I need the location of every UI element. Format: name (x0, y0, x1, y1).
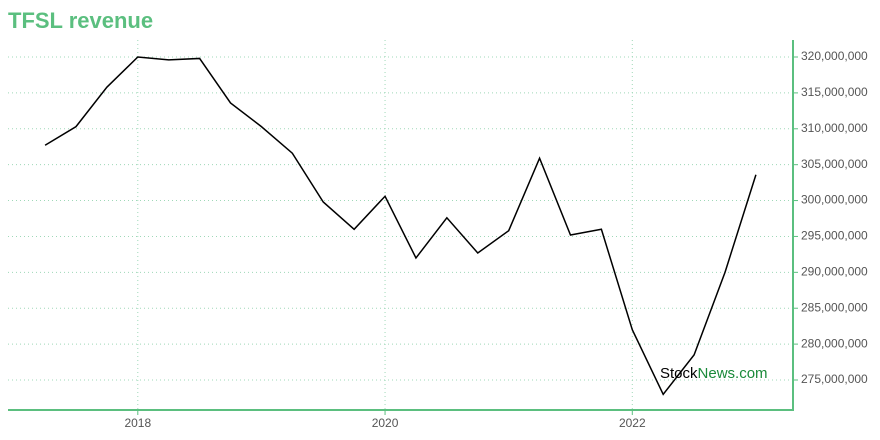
y-tick-label: 275,000,000 (801, 372, 868, 386)
line (44, 56, 757, 396)
y-tick-label: 280,000,000 (801, 336, 868, 350)
y-tick-label: 300,000,000 (801, 193, 868, 207)
y-tick-label: 290,000,000 (801, 265, 868, 279)
y-tick-label: 295,000,000 (801, 229, 868, 243)
x-tick-label: 2022 (619, 416, 646, 430)
watermark-part: Stock (660, 365, 698, 382)
y-tick-label: 285,000,000 (801, 300, 868, 314)
y-tick-label: 310,000,000 (801, 121, 868, 135)
y-tick-label: 320,000,000 (801, 49, 868, 63)
chart-title: TFSL revenue (8, 8, 153, 33)
y-tick-label: 315,000,000 (801, 85, 868, 99)
x-tick-label: 2018 (124, 416, 151, 430)
x-tick-label: 2020 (372, 416, 399, 430)
y-tick-label: 305,000,000 (801, 157, 868, 171)
watermark-part: News.com (698, 365, 768, 382)
watermark: StockNews.com (660, 365, 768, 382)
